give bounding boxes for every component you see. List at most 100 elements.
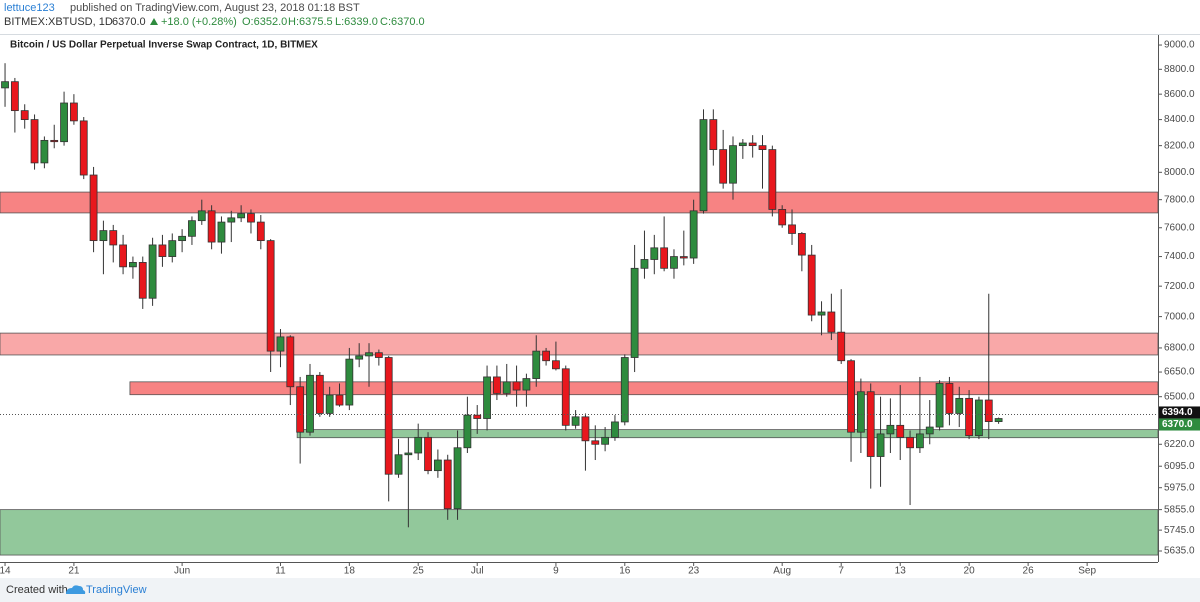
x-tick-label: 26 <box>1023 566 1035 577</box>
close-label: C:6370.0 <box>380 16 425 28</box>
candle-body <box>247 213 255 223</box>
candle-body <box>512 381 521 391</box>
price-label: 6394.0 <box>1162 407 1193 418</box>
up-arrow <box>150 18 158 25</box>
candle-body <box>591 440 600 445</box>
x-tick-label: Jul <box>471 566 484 577</box>
candle-body <box>670 256 678 269</box>
y-tick-label: 5855.0 <box>1164 504 1195 515</box>
candle-body <box>788 224 796 234</box>
x-tick-label: 25 <box>413 566 425 577</box>
footer-brand[interactable]: TradingView <box>86 584 147 596</box>
author[interactable]: lettuce123 <box>4 2 55 14</box>
candle-body <box>630 267 639 358</box>
candle-body <box>611 421 619 438</box>
candle-body <box>414 436 423 454</box>
candle-body <box>935 383 944 428</box>
candle-body <box>188 220 196 237</box>
candle-body <box>453 447 462 510</box>
candle-body <box>994 418 1003 422</box>
candle-body <box>306 374 314 433</box>
y-tick-label: 5745.0 <box>1164 525 1195 536</box>
candle-body <box>876 433 885 457</box>
header-bar <box>0 0 1200 34</box>
candle-body <box>709 119 718 150</box>
candle-body <box>719 149 728 184</box>
candle-body <box>394 454 403 475</box>
symbol: BITMEX:XBTUSD, 1D <box>4 16 113 28</box>
candle-body <box>984 399 993 422</box>
candle-body <box>404 452 413 456</box>
candle-body <box>237 213 246 219</box>
y-tick-label: 8400.0 <box>1164 114 1195 125</box>
x-tick-label: 13 <box>895 566 907 577</box>
candle-body <box>601 436 610 445</box>
y-tick-label: 6095.0 <box>1164 461 1195 472</box>
price-label-box <box>1159 418 1200 431</box>
candle-body <box>69 102 78 122</box>
y-tick-label: 7200.0 <box>1164 281 1195 292</box>
candle-body <box>109 230 118 246</box>
x-tick-label: 11 <box>275 566 286 577</box>
plot-background <box>0 35 1158 562</box>
candle-body <box>866 391 875 457</box>
candle-body <box>896 424 905 438</box>
candle-body <box>945 383 954 414</box>
candle-body <box>355 355 364 360</box>
x-tick-label: 16 <box>619 566 631 577</box>
candle-body <box>886 424 895 435</box>
candle-body <box>827 311 836 333</box>
candle-body <box>758 145 767 150</box>
candle-body <box>483 376 491 419</box>
candle-body <box>650 247 659 260</box>
candle-body <box>89 174 98 242</box>
high-label: H:6375.5 <box>288 16 333 28</box>
candle-body <box>837 331 846 362</box>
candle-body <box>433 459 442 472</box>
candle-body <box>384 357 393 475</box>
candle-body <box>552 360 560 370</box>
candle-body <box>276 336 285 352</box>
candle-body <box>443 459 452 510</box>
published: published on TradingView.com, August 23,… <box>70 2 360 14</box>
axes: 9000.0 8800.0 8600.0 8400.0 8200.0 8000.0 7800… <box>0 40 1200 577</box>
candle-body <box>817 311 826 316</box>
candle-body <box>148 244 157 299</box>
y-tick-label: 8200.0 <box>1164 140 1195 151</box>
candle-body <box>365 352 373 357</box>
tradingview-logo <box>66 585 86 594</box>
candle-body <box>502 381 511 394</box>
candle-body <box>856 391 865 433</box>
y-tick-label: 9000.0 <box>1164 40 1195 51</box>
candle-body <box>60 102 68 143</box>
y-tick-label: 6220.0 <box>1164 439 1195 450</box>
candle-body <box>571 416 580 426</box>
candle-body <box>689 210 698 259</box>
candle-body <box>10 81 19 112</box>
candle-body <box>916 433 924 449</box>
x-tick-label: 20 <box>964 566 976 577</box>
price-label-box <box>1159 406 1200 419</box>
y-tick-label: 6800.0 <box>1164 343 1195 354</box>
candle-body <box>374 352 383 358</box>
candle-body <box>532 350 541 379</box>
candle-body <box>768 149 777 210</box>
candle-body <box>424 436 432 472</box>
candle-body <box>40 139 49 164</box>
chart-title: Bitcoin / US Dollar Perpetual Inverse Sw… <box>10 40 318 51</box>
y-tick-label: 6500.0 <box>1164 391 1195 402</box>
open-label: O:6352.0 <box>242 16 287 28</box>
candle-body <box>158 244 167 257</box>
candle-body <box>620 357 629 423</box>
candle-body <box>660 247 669 269</box>
last-price: 6370.0 <box>112 16 146 28</box>
candle-body <box>581 416 590 442</box>
zone <box>0 509 1159 556</box>
candle-body <box>955 397 964 414</box>
y-tick-label: 8800.0 <box>1164 64 1195 75</box>
zone <box>0 332 1159 356</box>
candle-body <box>542 350 550 362</box>
candle-body <box>345 358 354 406</box>
candle-body <box>522 378 531 391</box>
x-tick-label: 23 <box>688 566 700 577</box>
